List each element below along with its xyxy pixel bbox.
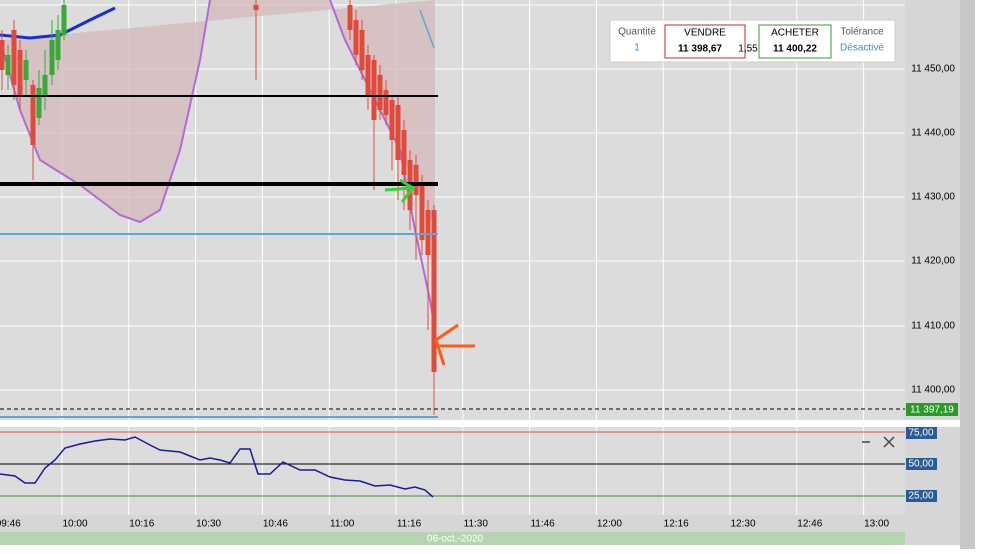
time-label: 13:00 — [864, 519, 889, 530]
candle-body — [395, 105, 401, 160]
tolerance-label: Tolérance — [840, 27, 884, 38]
candle-body — [55, 30, 61, 60]
candle-body — [431, 210, 437, 372]
tolerance[interactable]: Désactivé — [840, 43, 884, 54]
candle-body — [11, 30, 17, 85]
current-price-box — [906, 403, 958, 416]
time-label: 10:46 — [263, 519, 288, 530]
time-label: 12:30 — [730, 519, 755, 530]
indicator-label-box — [906, 490, 937, 502]
candle-body — [5, 55, 11, 75]
annotation-arrow — [384, 178, 416, 203]
candle-body — [42, 75, 48, 95]
buy-button[interactable] — [758, 24, 832, 59]
time-label: 11:16 — [397, 519, 422, 530]
price-label: 11 410,00 — [911, 321, 955, 332]
order-panel: Quantité 1 VENDRE 11 398,67 1,55 ACHETER… — [609, 19, 896, 63]
candle-body — [17, 50, 23, 95]
quantity-label: Quantité — [618, 27, 656, 38]
price-label: 11 400,00 — [911, 385, 955, 396]
price-label: 11 430,00 — [911, 192, 955, 203]
band-lower — [0, 0, 211, 224]
sell-label: VENDRE — [684, 28, 726, 39]
candle-body — [0, 40, 5, 70]
candle-body — [49, 40, 55, 75]
time-label: 09:46 — [0, 519, 21, 530]
candle-body — [353, 20, 359, 55]
price-axis-bg — [905, 0, 960, 545]
buy-label: ACHETER — [771, 28, 819, 39]
indicator-label: 50,00 — [908, 459, 933, 470]
annotation-arrow — [434, 323, 475, 366]
candle-body — [419, 185, 425, 240]
panel-bg — [609, 19, 896, 63]
indicator-label: 25,00 — [908, 491, 933, 502]
date-bar — [0, 532, 905, 545]
candle-body — [383, 90, 389, 115]
candle-body — [347, 5, 353, 30]
time-label: 10:16 — [129, 519, 154, 530]
spread: 1,55 — [738, 44, 758, 55]
time-label: 11:46 — [530, 519, 555, 530]
indicator-line — [0, 436, 434, 498]
time-label: 10:00 — [62, 519, 87, 530]
indicator-label: 75,00 — [908, 428, 933, 439]
indicator-label-box — [906, 458, 937, 470]
grid — [0, 0, 905, 515]
quantity[interactable]: 1 — [634, 43, 640, 54]
time-axis-bg — [0, 515, 905, 532]
candle-body — [36, 88, 42, 118]
indicator-label-box — [906, 427, 937, 439]
candle-body — [425, 210, 431, 255]
time-label: 12:16 — [664, 519, 689, 530]
current-price: 11 397,19 — [910, 405, 954, 416]
trend-line — [419, 9, 435, 49]
candle-body — [61, 5, 67, 35]
sell-button[interactable] — [664, 24, 746, 59]
price-label: 11 450,00 — [911, 64, 955, 75]
separator — [0, 420, 960, 427]
time-label: 10:30 — [196, 519, 221, 530]
price-label: 11 420,00 — [911, 256, 955, 267]
candle-body — [389, 100, 395, 140]
sell-price: 11 398,67 — [678, 44, 722, 55]
candle-body — [401, 130, 407, 175]
panel-controls[interactable] — [862, 436, 895, 448]
time-label: 11:00 — [330, 519, 355, 530]
time-label: 12:00 — [597, 519, 622, 530]
band-fill — [0, 0, 435, 230]
candle-body — [359, 30, 365, 70]
candle-body — [23, 60, 29, 80]
time-label: 12:46 — [797, 519, 822, 530]
buy-price: 11 400,22 — [773, 44, 817, 55]
date: 06-oct.-2020 — [427, 534, 484, 545]
candle-body — [365, 55, 371, 95]
price-label: 11 440,00 — [911, 128, 955, 139]
candle-body — [30, 85, 36, 145]
candle-body — [413, 165, 419, 195]
candle-body — [371, 60, 377, 120]
candle-body — [253, 5, 259, 10]
scrollbar — [960, 0, 975, 549]
indicator-plot — [0, 427, 905, 515]
time-label: 11:30 — [464, 519, 489, 530]
candle-body — [377, 75, 383, 110]
